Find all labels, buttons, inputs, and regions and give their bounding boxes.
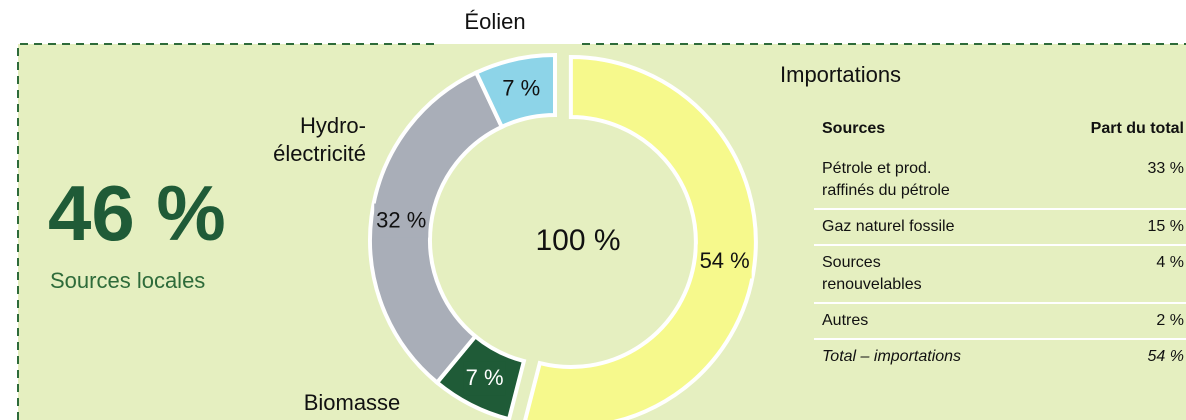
table-cell: 4 % [1034,245,1186,304]
table-cell: 33 % [1034,152,1186,210]
value-label-bg [374,203,429,238]
header-cell: Part du total [1090,120,1184,137]
table-header: Sources Part du total [814,112,1186,152]
category-label: Hydro- électricité [273,113,366,166]
value-label-bg [500,71,543,106]
table-cell: 54 % [1147,348,1184,365]
big-number: 46 % [48,169,226,257]
header-cell: Sources [822,120,886,137]
table-cell: Total – importations [822,348,962,365]
table-row: Gaz naturel fossile 15 % [814,209,1186,246]
table-row: Pétrole et prod. raffinés du pétrole 33 % [814,152,1186,210]
import-table: Sources Part du total Pétrole et prod. r… [814,112,1186,374]
value-label-bg [463,361,506,396]
category-label: Importations [780,62,902,87]
table-cell: 15 % [1034,209,1186,246]
value-label: 7 % [502,76,540,101]
center-label: 100 % [535,224,620,257]
big-number-label: Sources locales [50,268,206,293]
donut-slice [523,55,758,420]
value-label: 7 % [466,365,504,390]
value-label: 32 % [376,207,426,232]
table-cell: Sources renouvelables [814,245,1035,304]
value-label-bg [697,244,752,279]
table-row: Total – importations 54 % [814,339,1186,374]
category-label: Éolien [464,9,526,34]
category-label: Biomasse [303,390,401,415]
value-label: 54 % [700,248,750,273]
table-row: Autres 2 % [814,303,1186,340]
table-row: Sources renouvelables 4 % [814,245,1186,304]
table-cell: Gaz naturel fossile [814,209,1035,246]
table-cell: 2 % [1034,303,1186,340]
table-cell: Autres [814,303,1035,340]
donut-slice [368,69,505,386]
table-cell: Pétrole et prod. raffinés du pétrole [814,152,1035,210]
panel-border [17,43,1186,420]
